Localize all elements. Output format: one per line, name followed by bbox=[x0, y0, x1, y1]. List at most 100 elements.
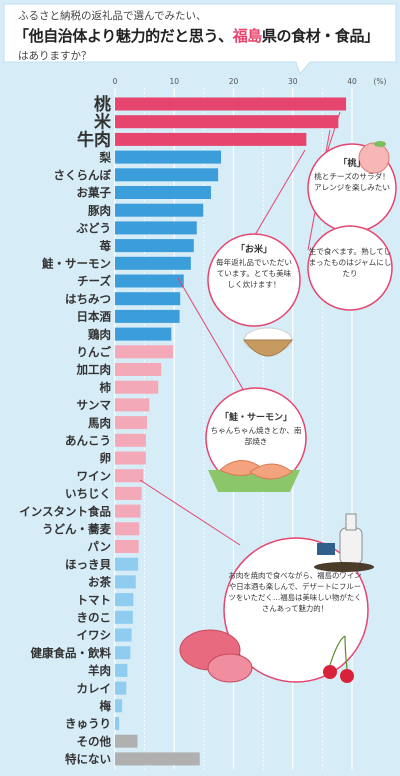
bar bbox=[115, 97, 347, 111]
category-label: サンマ bbox=[77, 398, 112, 412]
category-label: 柿 bbox=[100, 380, 112, 394]
category-label: パン bbox=[87, 540, 111, 554]
category-label: ぶどう bbox=[76, 221, 112, 235]
category-label: はちみつ bbox=[65, 292, 111, 306]
bar bbox=[115, 522, 140, 536]
comment-wine-text: お肉を焼肉で食べながら、福島のワインや日本酒も楽しんで、デザートにフルーツをいた… bbox=[228, 571, 362, 613]
comment-momo: 「桃」 桃とチーズのサラダ！アレンジを楽しみたい bbox=[314, 146, 390, 232]
comment-kome-circle bbox=[207, 233, 301, 327]
bar bbox=[115, 699, 123, 713]
bar bbox=[115, 610, 133, 624]
bar bbox=[115, 150, 222, 164]
bar bbox=[115, 132, 307, 146]
bar bbox=[115, 752, 200, 766]
bar bbox=[115, 646, 131, 660]
category-label: さくらんぼ bbox=[54, 168, 112, 182]
category-label: 羊肉 bbox=[88, 664, 111, 678]
category-label: 日本酒 bbox=[77, 310, 112, 324]
question-main-pre: 「他自治体より魅力的だと思う、 bbox=[14, 27, 233, 45]
comment-salmon-text: ちゃんちゃん焼きとか、南部焼き bbox=[210, 426, 302, 446]
bar bbox=[115, 628, 132, 642]
bar bbox=[115, 663, 128, 677]
bar bbox=[115, 469, 144, 483]
question-line-1: ふるさと納税の返礼品で選んでみたい、 bbox=[18, 10, 207, 22]
question-highlight: 福島 bbox=[232, 27, 263, 45]
bar bbox=[115, 292, 181, 306]
x-tick-label: 30 bbox=[288, 77, 298, 86]
peach-leaf-icon bbox=[374, 141, 386, 147]
category-label: ほっき貝 bbox=[65, 557, 111, 571]
question-main-post: 県の食材・食品」 bbox=[261, 27, 379, 45]
category-label: 苺 bbox=[100, 239, 112, 253]
x-tick-label: 40 bbox=[347, 77, 357, 86]
bar bbox=[115, 433, 146, 447]
bar bbox=[115, 540, 139, 553]
comment-wine: お肉を焼肉で食べながら、福島のワインや日本酒も楽しんで、デザートにフルーツをいた… bbox=[226, 560, 364, 656]
comment-salmon: 「鮭・サーモン」 ちゃんちゃん焼きとか、南部焼き bbox=[208, 404, 304, 464]
category-label: その他 bbox=[77, 734, 112, 748]
bar bbox=[115, 593, 134, 607]
category-label: 桃 bbox=[94, 94, 111, 115]
category-label: 梨 bbox=[99, 150, 112, 164]
bar bbox=[115, 734, 138, 748]
sake-bottle-icon bbox=[339, 527, 363, 565]
category-label: きのこ bbox=[77, 611, 112, 625]
meat-icon bbox=[207, 653, 253, 683]
bar bbox=[115, 681, 127, 695]
bar bbox=[115, 115, 339, 129]
category-label: お菓子 bbox=[77, 186, 112, 200]
question-line-2: 「他自治体より魅力的だと思う、福島県の食材・食品」 bbox=[14, 25, 379, 46]
bar bbox=[115, 239, 194, 253]
comment-kome-title: 「お米」 bbox=[235, 245, 272, 255]
category-label: 豚肉 bbox=[88, 203, 111, 217]
x-tick-label: 20 bbox=[229, 77, 239, 86]
peach-icon bbox=[358, 142, 390, 174]
category-label: 鶏肉 bbox=[88, 327, 111, 341]
bar bbox=[115, 256, 191, 270]
question-bubble-shape bbox=[3, 3, 397, 76]
bar bbox=[115, 186, 211, 199]
question-header: ふるさと納税の返礼品で選んでみたい、 「他自治体より魅力的だと思う、福島県の食材… bbox=[0, 0, 400, 84]
comment-momo2-circle bbox=[307, 225, 393, 311]
category-label: りんご bbox=[77, 345, 112, 359]
x-tick-label: 10 bbox=[169, 77, 179, 86]
cherry-stem-icon bbox=[329, 635, 348, 670]
category-label: きゅうり bbox=[65, 717, 111, 731]
bar bbox=[115, 274, 184, 288]
x-tick-label: 0 bbox=[113, 77, 118, 86]
comment-momo2-text: 生で食べます。熟してしまったものはジャムにしたり bbox=[308, 247, 392, 278]
comment-kome-text: 毎年返礼品でいただいています。とても美味しく炊けます！ bbox=[216, 258, 292, 289]
bar bbox=[115, 416, 147, 430]
bar bbox=[115, 486, 142, 500]
bar bbox=[115, 504, 141, 518]
comment-momo2: 生で食べます。熟してしまったものはジャムにしたり bbox=[306, 240, 394, 300]
bar bbox=[115, 345, 174, 359]
category-label: 加工肉 bbox=[76, 363, 112, 377]
comment-salmon-title: 「鮭・サーモン」 bbox=[219, 413, 292, 423]
comment-momo-text: 桃とチーズのサラダ！アレンジを楽しみたい bbox=[314, 172, 390, 192]
category-label: トマト bbox=[77, 593, 112, 607]
category-label: イワシ bbox=[77, 628, 112, 642]
category-label: あんこう bbox=[65, 434, 111, 448]
bar bbox=[115, 717, 120, 730]
bar bbox=[115, 327, 172, 341]
comment-momo-title: 「桃」 bbox=[338, 159, 366, 169]
category-label: うどん・蕎麦 bbox=[42, 522, 111, 536]
category-label: 牛肉 bbox=[77, 129, 111, 150]
sake-tray-icon bbox=[314, 562, 374, 572]
bar bbox=[115, 575, 136, 589]
bar bbox=[115, 380, 159, 394]
category-label: いちじく bbox=[65, 487, 111, 501]
bar bbox=[115, 168, 219, 182]
comment-kome: 「お米」 毎年返礼品でいただいています。とても美味しく炊けます！ bbox=[215, 238, 293, 318]
comment-wine-circle bbox=[223, 537, 369, 683]
cherry-icon bbox=[340, 669, 354, 683]
category-label: インスタント食品 bbox=[19, 504, 111, 518]
connector-line bbox=[251, 149, 306, 241]
connector-line bbox=[177, 277, 255, 409]
category-label: 梅 bbox=[100, 699, 112, 713]
category-label: 鮭・サーモン bbox=[41, 257, 111, 271]
bar bbox=[115, 309, 180, 323]
connector-line bbox=[139, 479, 241, 546]
